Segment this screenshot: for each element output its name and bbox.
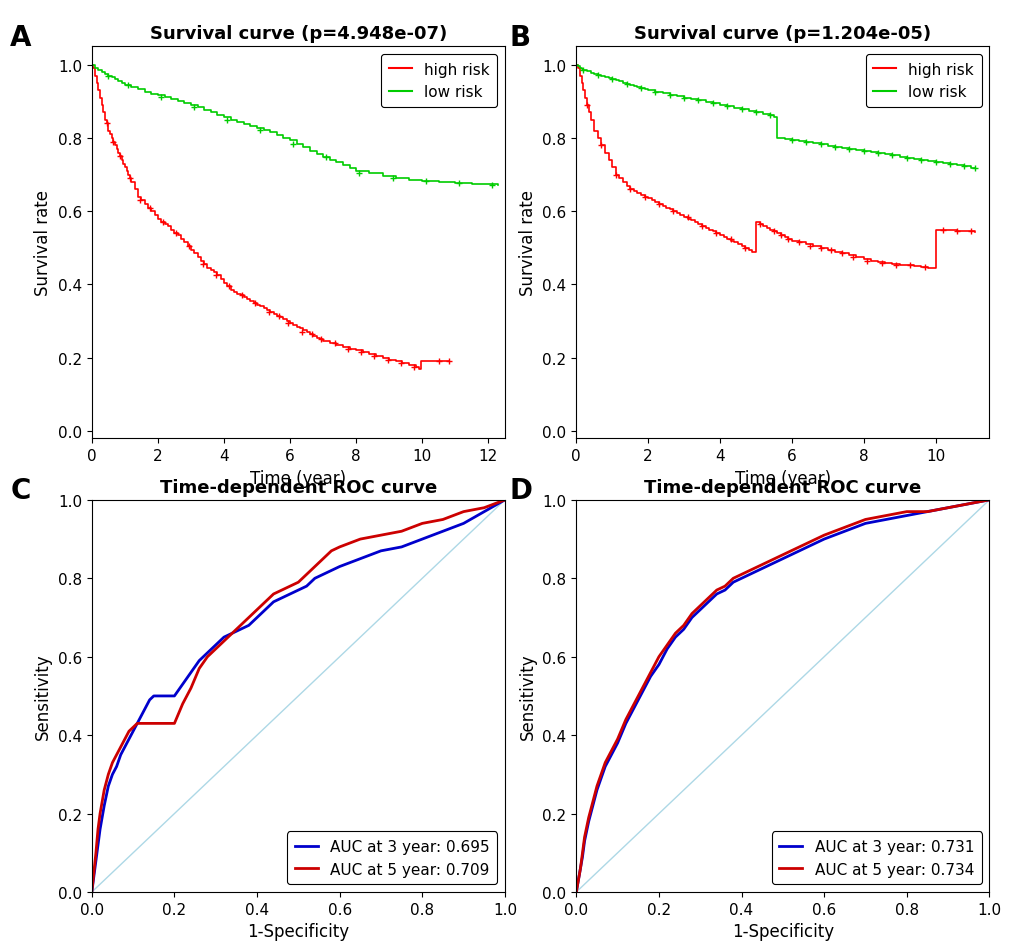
X-axis label: Time (year): Time (year) bbox=[250, 469, 346, 487]
Y-axis label: Survival rate: Survival rate bbox=[519, 190, 536, 296]
Y-axis label: Sensitivity: Sensitivity bbox=[35, 653, 52, 739]
X-axis label: 1-Specificity: 1-Specificity bbox=[247, 922, 350, 940]
Title: Survival curve (p=4.948e-07): Survival curve (p=4.948e-07) bbox=[150, 25, 446, 42]
Legend: AUC at 3 year: 0.731, AUC at 5 year: 0.734: AUC at 3 year: 0.731, AUC at 5 year: 0.7… bbox=[771, 832, 981, 885]
Title: Survival curve (p=1.204e-05): Survival curve (p=1.204e-05) bbox=[634, 25, 930, 42]
Title: Time-dependent ROC curve: Time-dependent ROC curve bbox=[160, 478, 436, 496]
Y-axis label: Survival rate: Survival rate bbox=[35, 190, 52, 296]
X-axis label: Time (year): Time (year) bbox=[734, 469, 830, 487]
Y-axis label: Sensitivity: Sensitivity bbox=[519, 653, 536, 739]
Title: Time-dependent ROC curve: Time-dependent ROC curve bbox=[644, 478, 920, 496]
Text: D: D bbox=[510, 477, 533, 505]
Text: C: C bbox=[10, 477, 31, 505]
Legend: high risk, low risk: high risk, low risk bbox=[381, 55, 497, 108]
Legend: AUC at 3 year: 0.695, AUC at 5 year: 0.709: AUC at 3 year: 0.695, AUC at 5 year: 0.7… bbox=[287, 832, 497, 885]
Text: A: A bbox=[10, 24, 32, 52]
Legend: high risk, low risk: high risk, low risk bbox=[865, 55, 981, 108]
X-axis label: 1-Specificity: 1-Specificity bbox=[731, 922, 834, 940]
Text: B: B bbox=[510, 24, 531, 52]
